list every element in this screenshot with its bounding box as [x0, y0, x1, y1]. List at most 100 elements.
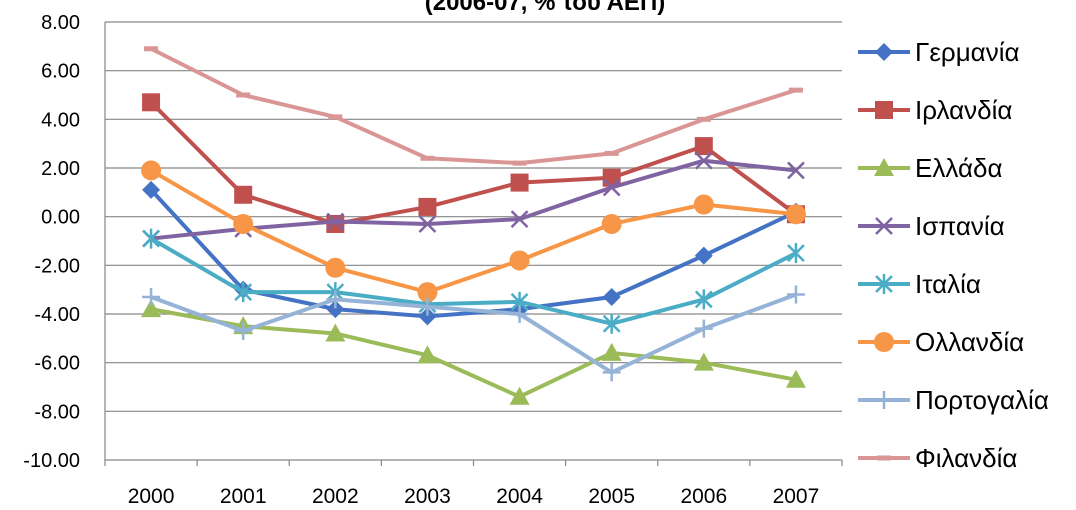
data-point — [141, 299, 162, 318]
data-point — [509, 250, 530, 271]
data-point — [418, 197, 437, 216]
legend-item: Ελλάδα — [858, 153, 1002, 183]
data-point — [602, 178, 621, 197]
data-point — [420, 155, 435, 161]
data-point — [418, 215, 437, 233]
y-tick-label: -4.00 — [34, 304, 80, 326]
data-point — [788, 87, 803, 93]
data-point — [142, 180, 161, 199]
y-tick-label: 0.00 — [41, 207, 80, 229]
data-point — [509, 386, 530, 405]
y-tick-label: -8.00 — [34, 401, 80, 423]
legend-label: Ισπανία — [915, 211, 1005, 241]
data-point — [325, 257, 346, 278]
series-3 — [141, 299, 806, 405]
legend-item: Γερμανία — [858, 37, 1020, 67]
x-tick-label: 2001 — [220, 485, 267, 505]
legend-label: Ιρλανδία — [915, 95, 1012, 125]
data-point — [693, 352, 714, 371]
data-point — [601, 213, 622, 234]
data-point — [417, 282, 438, 303]
data-point — [510, 210, 529, 228]
legend-marker — [875, 43, 893, 61]
data-point — [418, 307, 437, 326]
legend-label: Ιταλία — [915, 269, 981, 299]
data-point — [512, 160, 527, 166]
data-point — [510, 173, 529, 192]
series-line — [150, 168, 797, 295]
data-point — [604, 150, 619, 156]
legend-label: Γερμανία — [915, 37, 1020, 67]
data-point — [326, 290, 345, 309]
series-line — [150, 292, 797, 375]
data-point — [693, 194, 714, 215]
x-tick-label: 2003 — [404, 485, 451, 505]
legend-marker — [874, 158, 894, 176]
y-tick-label: -10.00 — [23, 450, 80, 472]
data-point — [694, 289, 713, 310]
data-point — [142, 287, 161, 306]
data-point — [694, 246, 713, 265]
data-point — [233, 213, 254, 234]
legend-label: Φιλανδία — [915, 443, 1017, 473]
data-point — [326, 214, 345, 233]
data-point — [786, 285, 805, 304]
legend-item: Ολλανδία — [858, 327, 1024, 357]
data-point — [142, 228, 160, 249]
data-point — [328, 114, 343, 120]
data-point — [601, 342, 622, 361]
x-tick-label: 2005 — [588, 485, 635, 505]
series-line — [150, 307, 797, 399]
legend-item: Φιλανδία — [858, 443, 1017, 473]
legend-item: Ιρλανδία — [858, 95, 1012, 125]
legend-marker — [877, 455, 891, 461]
data-point — [696, 116, 711, 122]
data-point — [141, 160, 162, 181]
x-tick-label: 2002 — [312, 485, 359, 505]
legend-marker — [875, 391, 893, 409]
data-point — [326, 300, 345, 319]
legend-item: Πορτογαλία — [858, 385, 1049, 415]
legend-item: Ισπανία — [858, 211, 1005, 241]
data-point — [142, 93, 161, 112]
y-tick-label: -6.00 — [34, 353, 80, 375]
data-point — [236, 92, 251, 98]
data-point — [694, 319, 713, 338]
data-point — [602, 363, 621, 382]
data-point — [234, 282, 253, 303]
x-tick-label: 2007 — [773, 485, 820, 505]
data-point — [144, 46, 159, 52]
legend-label: Ολλανδία — [915, 327, 1024, 357]
data-point — [785, 204, 806, 225]
data-point — [417, 345, 438, 364]
chart-title: (2006-07, % του ΑΕΠ) — [425, 0, 666, 16]
data-point — [510, 305, 529, 323]
legend-marker — [875, 101, 893, 119]
series-line — [150, 236, 797, 326]
series-7 — [142, 285, 805, 382]
y-tick-label: 2.00 — [41, 158, 80, 180]
legend-label: Πορτογαλία — [915, 385, 1049, 415]
legend-marker — [875, 217, 893, 235]
data-point — [602, 313, 621, 334]
series-line — [150, 158, 797, 241]
data-point — [234, 322, 253, 341]
data-point — [602, 287, 621, 306]
legend-label: Ελλάδα — [915, 153, 1002, 183]
data-point — [787, 243, 805, 264]
series-6 — [141, 160, 806, 303]
series-8 — [144, 46, 803, 166]
data-point — [418, 297, 437, 316]
y-tick-label: 4.00 — [41, 109, 80, 131]
data-point — [326, 212, 345, 231]
y-tick-label: 8.00 — [41, 12, 80, 34]
legend-item: Ιταλία — [858, 269, 981, 299]
x-tick-label: 2004 — [496, 485, 543, 505]
series-line — [150, 46, 797, 166]
data-point — [694, 137, 713, 156]
data-point — [234, 185, 253, 204]
x-tick-label: 2000 — [128, 485, 175, 505]
x-tick-label: 2006 — [680, 485, 727, 505]
